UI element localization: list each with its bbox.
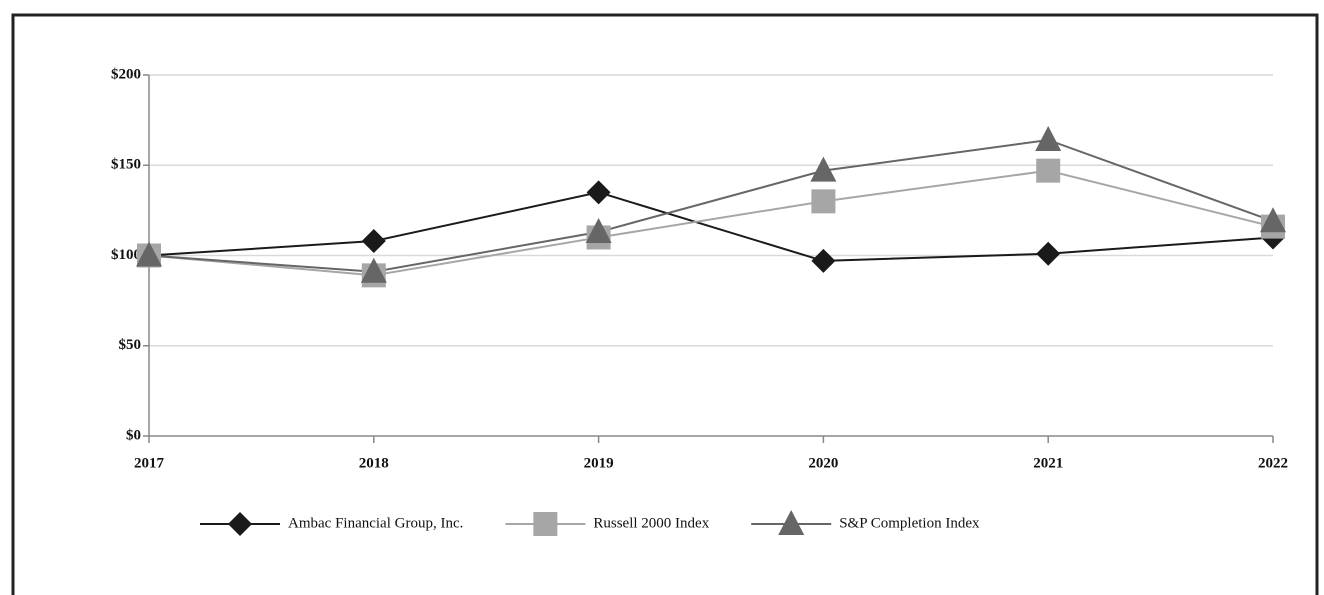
data-point: [360, 257, 387, 283]
legend-marker: [533, 512, 558, 536]
legend-label: Russell 2000 Index: [593, 515, 709, 531]
x-tick-label: 2019: [584, 455, 614, 471]
data-point: [1036, 241, 1061, 266]
y-tick-label: $200: [111, 66, 141, 82]
data-point: [136, 241, 162, 267]
legend-marker: [778, 510, 805, 535]
data-point: [811, 189, 836, 214]
data-point: [1036, 158, 1061, 183]
legend-label: Ambac Financial Group, Inc.: [288, 515, 463, 531]
data-point: [585, 218, 612, 244]
x-tick-label: 2021: [1033, 455, 1063, 471]
legend-marker: [228, 512, 252, 536]
x-tick-label: 2017: [134, 455, 165, 471]
x-tick-label: 2022: [1258, 455, 1288, 471]
data-point: [361, 229, 386, 254]
y-tick-label: $0: [126, 427, 141, 443]
x-tick-label: 2018: [359, 455, 389, 471]
series-line: [148, 169, 1274, 277]
x-tick-label: 2020: [808, 455, 838, 471]
y-tick-label: $100: [111, 247, 141, 263]
frame: [11, 13, 1319, 595]
data-point: [810, 156, 837, 182]
series-line: [148, 138, 1274, 273]
data-point: [586, 180, 611, 205]
y-tick-label: $50: [119, 337, 142, 353]
data-point: [1035, 125, 1062, 151]
y-tick-label: $150: [111, 157, 141, 173]
legend-label: S&P Completion Index: [839, 515, 980, 531]
series-line: [148, 191, 1274, 262]
data-point: [811, 248, 836, 273]
data-point: [1260, 207, 1286, 233]
